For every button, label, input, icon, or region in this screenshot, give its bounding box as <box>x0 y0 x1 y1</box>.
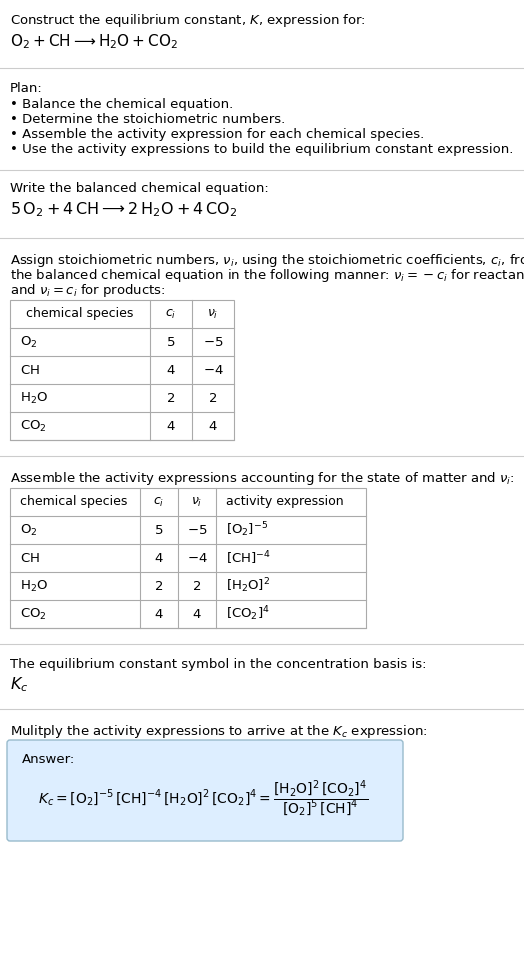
Text: Answer:: Answer: <box>22 753 75 766</box>
Text: $[\mathrm{O_2}]^{-5}$: $[\mathrm{O_2}]^{-5}$ <box>226 521 268 539</box>
Text: $[\mathrm{CH}]^{-4}$: $[\mathrm{CH}]^{-4}$ <box>226 550 271 567</box>
Text: • Determine the stoichiometric numbers.: • Determine the stoichiometric numbers. <box>10 113 285 126</box>
Text: and $\nu_i = c_i$ for products:: and $\nu_i = c_i$ for products: <box>10 282 166 299</box>
Text: $K_c$: $K_c$ <box>10 675 28 694</box>
Text: $-4$: $-4$ <box>187 552 208 564</box>
Text: $\nu_i$: $\nu_i$ <box>191 496 203 508</box>
Text: 2: 2 <box>193 579 201 593</box>
Text: $[\mathrm{CO_2}]^{4}$: $[\mathrm{CO_2}]^{4}$ <box>226 604 270 624</box>
Text: Construct the equilibrium constant, $K$, expression for:: Construct the equilibrium constant, $K$,… <box>10 12 366 29</box>
Text: the balanced chemical equation in the following manner: $\nu_i = -c_i$ for react: the balanced chemical equation in the fo… <box>10 267 524 284</box>
Text: 4: 4 <box>167 363 175 377</box>
Text: 2: 2 <box>155 579 163 593</box>
Text: $\mathrm{CO_2}$: $\mathrm{CO_2}$ <box>20 606 47 622</box>
Text: 4: 4 <box>155 552 163 564</box>
Text: • Assemble the activity expression for each chemical species.: • Assemble the activity expression for e… <box>10 128 424 141</box>
Text: $-4$: $-4$ <box>203 363 223 377</box>
Text: $\mathrm{CH}$: $\mathrm{CH}$ <box>20 552 40 564</box>
Text: Assign stoichiometric numbers, $\nu_i$, using the stoichiometric coefficients, $: Assign stoichiometric numbers, $\nu_i$, … <box>10 252 524 269</box>
Text: $\mathrm{O_2 + CH \longrightarrow H_2O + CO_2}$: $\mathrm{O_2 + CH \longrightarrow H_2O +… <box>10 32 178 51</box>
Text: $\mathrm{CH}$: $\mathrm{CH}$ <box>20 363 40 377</box>
Text: $c_i$: $c_i$ <box>154 496 165 508</box>
Text: 4: 4 <box>209 420 217 432</box>
Text: Assemble the activity expressions accounting for the state of matter and $\nu_i$: Assemble the activity expressions accoun… <box>10 470 515 487</box>
Text: $c_i$: $c_i$ <box>166 308 177 321</box>
Bar <box>10 300 234 440</box>
Text: $\mathrm{H_2O}$: $\mathrm{H_2O}$ <box>20 579 48 594</box>
FancyBboxPatch shape <box>7 740 403 841</box>
Text: activity expression: activity expression <box>226 496 344 508</box>
Text: Write the balanced chemical equation:: Write the balanced chemical equation: <box>10 182 269 195</box>
Text: $\mathrm{H_2O}$: $\mathrm{H_2O}$ <box>20 390 48 406</box>
Text: $\mathrm{5\,O_2 + 4\,CH \longrightarrow 2\,H_2O + 4\,CO_2}$: $\mathrm{5\,O_2 + 4\,CH \longrightarrow … <box>10 200 237 219</box>
Text: 4: 4 <box>167 420 175 432</box>
Text: 2: 2 <box>167 391 175 405</box>
Text: $K_c = [\mathrm{O_2}]^{-5}\,[\mathrm{CH}]^{-4}\,[\mathrm{H_2O}]^{2}\,[\mathrm{CO: $K_c = [\mathrm{O_2}]^{-5}\,[\mathrm{CH}… <box>38 779 368 820</box>
Text: $-5$: $-5$ <box>203 335 223 349</box>
Bar <box>10 488 366 628</box>
Text: $\nu_i$: $\nu_i$ <box>208 308 219 321</box>
Text: • Use the activity expressions to build the equilibrium constant expression.: • Use the activity expressions to build … <box>10 143 514 156</box>
Text: 2: 2 <box>209 391 217 405</box>
Text: 5: 5 <box>167 335 175 349</box>
Text: Plan:: Plan: <box>10 82 43 95</box>
Text: $[\mathrm{H_2O}]^{2}$: $[\mathrm{H_2O}]^{2}$ <box>226 577 270 596</box>
Text: $-5$: $-5$ <box>187 524 207 536</box>
Text: chemical species: chemical species <box>20 496 127 508</box>
Text: chemical species: chemical species <box>26 308 134 321</box>
Text: Mulitply the activity expressions to arrive at the $K_c$ expression:: Mulitply the activity expressions to arr… <box>10 723 428 740</box>
Text: 4: 4 <box>193 607 201 621</box>
Text: • Balance the chemical equation.: • Balance the chemical equation. <box>10 98 233 111</box>
Text: 5: 5 <box>155 524 163 536</box>
Text: 4: 4 <box>155 607 163 621</box>
Text: $\mathrm{CO_2}$: $\mathrm{CO_2}$ <box>20 418 47 433</box>
Text: The equilibrium constant symbol in the concentration basis is:: The equilibrium constant symbol in the c… <box>10 658 427 671</box>
Text: $\mathrm{O_2}$: $\mathrm{O_2}$ <box>20 523 37 537</box>
Text: $\mathrm{O_2}$: $\mathrm{O_2}$ <box>20 334 37 350</box>
